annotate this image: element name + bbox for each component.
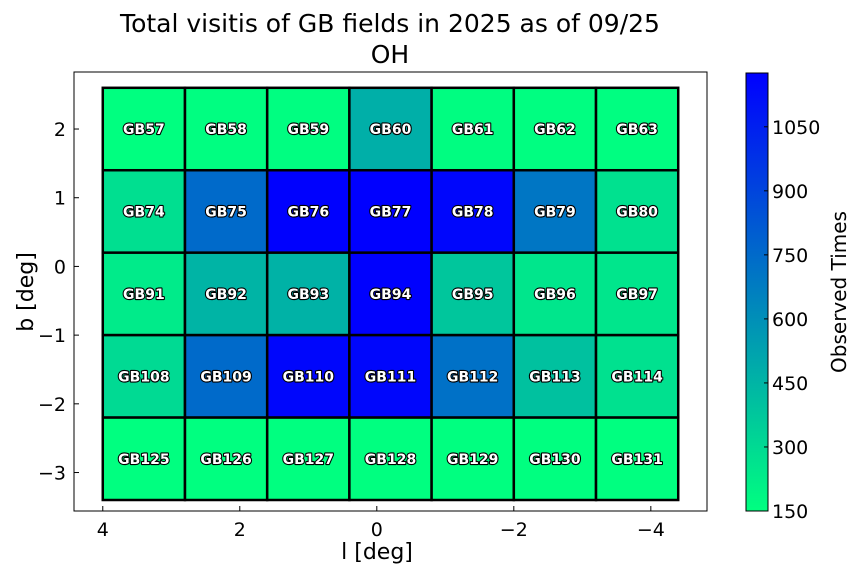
colorbar <box>745 72 769 512</box>
heatmap-cell <box>348 168 433 254</box>
cell-label: GB125 <box>118 452 169 468</box>
y-tick-label: −3 <box>38 463 66 485</box>
heatmap-cell <box>594 86 680 172</box>
heatmap-cell <box>512 251 598 337</box>
cell-label: GB130 <box>529 452 581 468</box>
cell-label: GB75 <box>205 204 247 220</box>
cell-label: GB96 <box>534 287 576 303</box>
cell-label: GB74 <box>123 204 165 220</box>
heatmap-cell <box>594 333 680 419</box>
cell-label: GB128 <box>365 452 416 468</box>
heatmap-cell <box>512 416 598 502</box>
colorbar-tick-label: 750 <box>772 245 808 267</box>
cell-label: GB131 <box>611 452 662 468</box>
cell-label: GB78 <box>452 204 494 220</box>
cell-label: GB62 <box>534 122 576 138</box>
y-tick-label: 0 <box>54 256 66 278</box>
cell-label: GB95 <box>452 287 494 303</box>
heatmap-cell <box>430 333 516 419</box>
heatmap-cell <box>430 86 516 172</box>
cell-label: GB113 <box>529 369 580 385</box>
heatmap-cell <box>183 168 269 254</box>
cell-label: GB77 <box>370 204 412 220</box>
colorbar-tick-label: 900 <box>772 181 808 203</box>
heatmap-cell <box>512 168 598 254</box>
colorbar-label: Observed Times <box>827 211 851 373</box>
x-tick-label: 2 <box>234 519 246 541</box>
heatmap-cell <box>348 251 433 337</box>
cell-label: GB58 <box>205 122 247 138</box>
chart-subtitle: OH <box>371 40 409 69</box>
y-axis-label: b [deg] <box>14 252 39 332</box>
cell-label: GB111 <box>365 369 416 385</box>
cell-label: GB57 <box>123 122 165 138</box>
cell-label: GB129 <box>447 452 498 468</box>
cell-label: GB76 <box>287 204 329 220</box>
heatmap-cell <box>594 416 680 502</box>
x-tick-label: 4 <box>97 519 109 541</box>
colorbar-tick-label: 300 <box>772 437 808 459</box>
colorbar-tick-label: 1050 <box>772 117 820 139</box>
y-axis-ticks: 2 1 0 −1 −2 −3 <box>38 119 79 485</box>
x-tick-label: −4 <box>637 519 665 541</box>
cell-label: GB60 <box>370 122 412 138</box>
cell-label: GB109 <box>200 369 251 385</box>
cell-label: GB112 <box>447 369 498 385</box>
x-tick-label: 0 <box>371 519 383 541</box>
heatmap-cell <box>183 416 269 502</box>
heatmap-cell <box>430 251 516 337</box>
y-tick-label: −1 <box>38 325 66 347</box>
colorbar-tick-label: 450 <box>772 373 808 395</box>
cell-label: GB108 <box>118 369 169 385</box>
heatmap-cell <box>101 251 187 337</box>
x-tick-label: −2 <box>500 519 528 541</box>
cells-layer: GB57 GB58 GB59 GB60 GB61 GB62 GB63 GB74 GB75 GB76… <box>101 86 680 502</box>
heatmap-cell <box>101 86 187 172</box>
heatmap-cell <box>101 333 187 419</box>
cell-label: GB79 <box>534 204 576 220</box>
heatmap-cell <box>594 251 680 337</box>
y-tick-label: 2 <box>54 119 66 141</box>
colorbar-ticks: 150 300 450 600 750 900 1050 <box>764 117 820 523</box>
cell-label: GB93 <box>287 287 329 303</box>
cell-label: GB92 <box>205 287 247 303</box>
x-axis-label: l [deg] <box>341 540 413 565</box>
colorbar-tick-label: 600 <box>772 309 808 331</box>
x-axis-ticks: 4 2 0 −2 −4 <box>97 506 665 541</box>
y-tick-label: 1 <box>54 188 66 210</box>
heatmap-cell <box>430 416 516 502</box>
cell-label: GB63 <box>616 122 658 138</box>
cell-label: GB80 <box>616 204 658 220</box>
cell-label: GB127 <box>283 452 334 468</box>
cell-label: GB114 <box>611 369 663 385</box>
colorbar-tick-label: 150 <box>772 501 808 523</box>
heatmap-cell <box>183 251 269 337</box>
chart-title: Total visitis of GB fields in 2025 as of… <box>119 9 660 38</box>
cell-label: GB61 <box>452 122 494 138</box>
cell-label: GB59 <box>287 122 329 138</box>
cell-label: GB126 <box>200 452 251 468</box>
cell-label: GB97 <box>616 287 658 303</box>
cell-label: GB94 <box>370 287 412 303</box>
cell-label: GB110 <box>283 369 335 385</box>
cell-label: GB91 <box>123 287 165 303</box>
y-tick-label: −2 <box>38 394 66 416</box>
